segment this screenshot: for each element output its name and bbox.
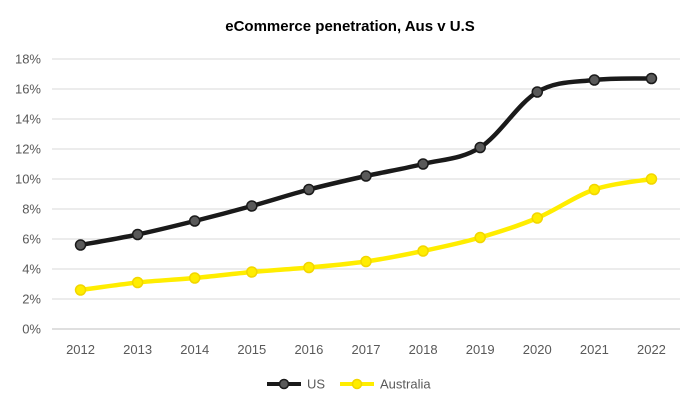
legend-label: Australia <box>380 377 431 392</box>
data-point <box>360 255 372 268</box>
y-axis-ticks: 0% 2% 4% 6% 8% 10% 12% 14% 16% 18% <box>15 52 41 337</box>
data-point <box>588 74 601 86</box>
data-point <box>645 72 658 85</box>
y-tick-label: 18% <box>15 52 41 67</box>
data-point <box>645 173 658 185</box>
y-tick-label: 6% <box>22 232 41 247</box>
data-point <box>531 212 544 224</box>
x-tick-label: 2017 <box>352 342 381 357</box>
series-lines <box>74 72 658 296</box>
legend-label: US <box>307 377 325 392</box>
x-tick-label: 2014 <box>180 342 209 357</box>
y-tick-label: 16% <box>15 82 41 97</box>
legend: US Australia <box>267 377 431 392</box>
data-point <box>74 284 87 296</box>
data-point <box>303 183 315 196</box>
x-tick-label: 2019 <box>466 342 495 357</box>
data-point <box>74 239 87 251</box>
legend-swatch-marker <box>278 378 290 390</box>
x-tick-label: 2012 <box>66 342 95 357</box>
data-point <box>474 231 486 244</box>
x-tick-label: 2018 <box>409 342 438 357</box>
data-point <box>131 276 144 289</box>
y-tick-label: 12% <box>15 142 41 157</box>
data-point <box>531 86 544 98</box>
data-point <box>474 141 486 154</box>
series-line <box>78 76 654 248</box>
series-us <box>74 72 658 251</box>
data-point <box>131 228 144 241</box>
y-tick-label: 10% <box>15 172 41 187</box>
chart-title: eCommerce penetration, Aus v U.S <box>225 18 475 35</box>
data-point <box>188 215 201 227</box>
legend-item: US <box>267 377 325 392</box>
legend-item: Australia <box>340 377 431 392</box>
x-axis-ticks: 2012 2013 2014 2015 2016 2017 2018 2019 2020 2021… <box>66 342 666 357</box>
series-line <box>78 176 654 293</box>
x-tick-label: 2013 <box>123 342 152 357</box>
data-point <box>246 200 258 212</box>
series-australia <box>74 173 658 296</box>
data-point <box>303 261 315 274</box>
data-point <box>417 158 429 170</box>
y-tick-label: 8% <box>22 202 41 217</box>
x-tick-label: 2015 <box>237 342 266 357</box>
data-point <box>417 245 429 257</box>
data-point <box>588 183 601 196</box>
data-point <box>360 170 372 182</box>
x-tick-label: 2021 <box>580 342 609 357</box>
y-tick-label: 4% <box>22 262 41 277</box>
data-point <box>188 272 201 284</box>
y-tick-label: 0% <box>22 322 41 337</box>
x-tick-label: 2016 <box>294 342 323 357</box>
y-tick-label: 14% <box>15 112 41 127</box>
legend-swatch-marker <box>351 378 363 390</box>
data-point <box>246 266 258 278</box>
x-tick-label: 2022 <box>637 342 666 357</box>
x-tick-label: 2020 <box>523 342 552 357</box>
y-tick-label: 2% <box>22 292 41 307</box>
